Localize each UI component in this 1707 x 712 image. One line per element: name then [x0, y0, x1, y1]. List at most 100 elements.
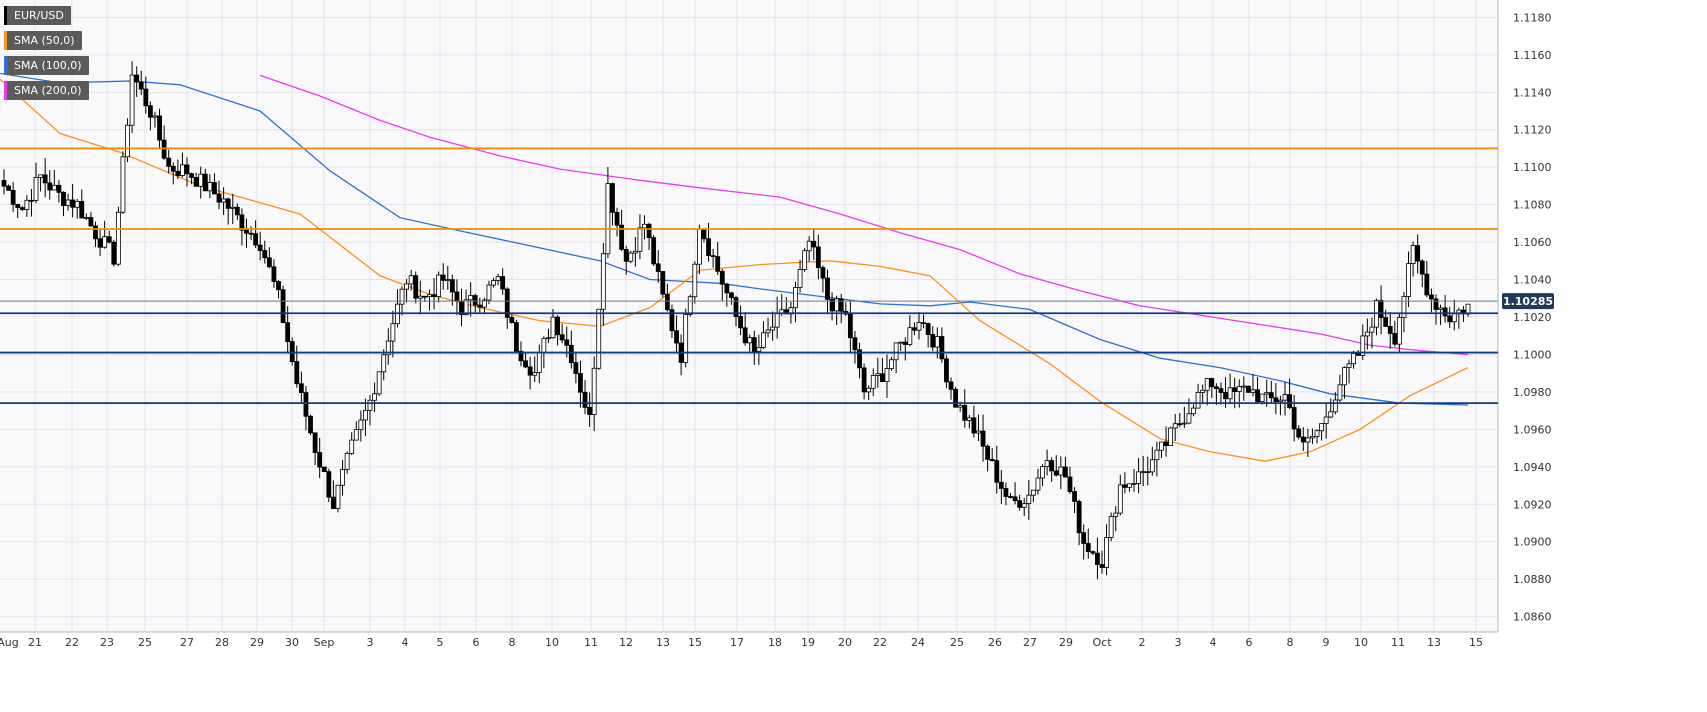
x-tick-label: 27: [180, 636, 194, 649]
candle-up: [1108, 512, 1114, 542]
candle-body: [578, 373, 583, 393]
candle-body: [326, 471, 332, 498]
candle-up: [1021, 497, 1027, 517]
candle-down: [147, 101, 153, 131]
candle-body: [642, 223, 647, 229]
x-tick-label: 21: [28, 636, 42, 649]
candle-up: [907, 314, 913, 347]
candle-body: [765, 329, 771, 334]
candle-up: [1204, 378, 1210, 406]
candle-down: [1053, 455, 1059, 477]
candle-up: [1346, 359, 1352, 384]
x-tick-label: 17: [730, 636, 744, 649]
x-tick-label: 23: [100, 636, 114, 649]
candle-down: [971, 405, 977, 438]
candle-up: [1396, 313, 1402, 353]
candle-down: [266, 247, 272, 269]
candle-body: [683, 314, 689, 363]
candle-down: [1095, 537, 1100, 580]
candle-down: [225, 197, 231, 225]
candle-body: [10, 189, 16, 205]
candle-body: [953, 388, 958, 408]
candle-body: [138, 81, 144, 90]
candle-body: [1044, 460, 1050, 468]
candle-up: [806, 236, 812, 262]
candle-body: [756, 347, 762, 352]
candle-down: [298, 371, 304, 404]
legend-sma200-label: SMA (200,0): [14, 84, 82, 97]
y-tick-label: 1.1120: [1513, 124, 1552, 137]
candle-up: [1195, 383, 1201, 409]
candle-up: [1117, 474, 1123, 516]
candle-down: [1447, 306, 1453, 328]
candle-body: [916, 322, 922, 331]
candle-down: [276, 279, 281, 299]
candle-body: [56, 184, 62, 193]
price-badge: [1502, 293, 1554, 310]
candle-down: [1163, 426, 1169, 457]
candle-down: [939, 327, 945, 363]
candle-down: [189, 172, 194, 185]
candle-body: [1328, 411, 1334, 418]
candle-down: [312, 432, 318, 466]
candle-body: [1122, 484, 1128, 488]
candle-up: [221, 187, 227, 215]
x-tick-label: 29: [250, 636, 264, 649]
candle-up: [129, 61, 135, 134]
plot-background: [0, 0, 1498, 632]
legend-sma100[interactable]: SMA (100,0): [4, 56, 89, 75]
x-tick-label: Sep: [314, 636, 335, 649]
candle-up: [1305, 428, 1311, 457]
candle-body: [152, 115, 158, 118]
candle-down: [1049, 457, 1055, 482]
candle-down: [56, 180, 62, 203]
candle-down: [330, 480, 336, 509]
x-tick-label: 15: [1469, 636, 1483, 649]
candle-down: [1003, 482, 1009, 506]
candle-body: [436, 274, 442, 297]
candle-body: [42, 174, 48, 184]
candle-body: [610, 183, 615, 213]
candle-body: [166, 157, 172, 167]
candle-body: [61, 191, 66, 206]
candle-body: [294, 361, 300, 385]
candle-body: [298, 383, 304, 393]
candle-body: [427, 294, 432, 298]
candle-body: [628, 252, 634, 262]
candle-down: [1387, 311, 1393, 349]
x-tick-label: 30: [285, 636, 299, 649]
candle-body: [1438, 307, 1443, 310]
candle-up: [1314, 429, 1320, 444]
candle-down: [646, 222, 652, 250]
x-tick-label: 8: [509, 636, 516, 649]
legend-sma200[interactable]: SMA (200,0): [4, 81, 89, 100]
legend-sma50[interactable]: SMA (50,0): [4, 31, 82, 50]
legend-symbol[interactable]: EUR/USD: [4, 6, 71, 25]
candle-body: [271, 266, 277, 282]
candle-body: [481, 299, 487, 308]
candle-body: [1259, 393, 1265, 403]
candle-body: [1346, 363, 1352, 369]
candle-body: [1108, 516, 1114, 538]
candle-up: [468, 282, 474, 317]
candle-down: [944, 354, 949, 389]
candle-down: [573, 351, 579, 384]
candle-up: [1328, 398, 1334, 419]
candle-body: [1268, 392, 1274, 399]
candle-down: [321, 466, 327, 473]
candle-body: [344, 452, 350, 470]
candle-body: [1278, 399, 1283, 402]
candle-body: [431, 294, 437, 297]
candle-body: [1049, 460, 1055, 472]
candle-body: [546, 337, 551, 340]
candle-body: [1053, 470, 1059, 476]
candle-body: [921, 322, 926, 325]
candle-up: [1282, 382, 1288, 416]
y-tick-label: 1.0980: [1513, 386, 1552, 399]
candle-body: [175, 170, 181, 176]
candle-down: [962, 389, 968, 428]
candle-body: [1035, 477, 1041, 491]
candle-down: [614, 207, 620, 237]
candle-up: [893, 342, 899, 374]
candle-body: [1310, 435, 1315, 439]
